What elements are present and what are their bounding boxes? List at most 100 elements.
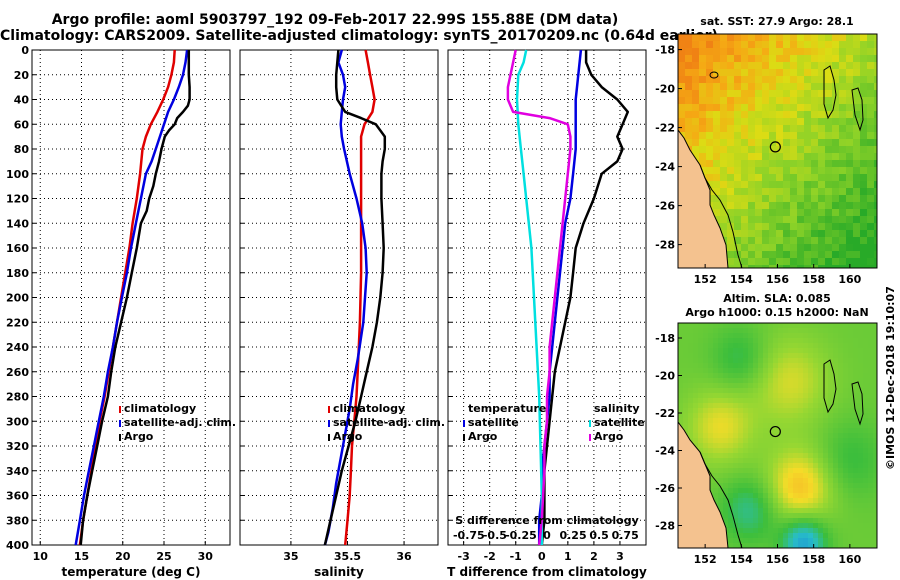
salinity-panel: 35 35.5 36 [239,49,439,563]
sla-cell [813,383,818,388]
sst-cell [797,153,804,160]
sla-cell [863,513,868,518]
sla-cell [698,328,703,333]
sst-cell [734,195,741,202]
sla-cell [728,403,733,408]
sst-cell [783,181,790,188]
sla-cell [698,383,703,388]
map-x-tick-label: 154 [730,553,753,566]
sla-cell [798,538,803,543]
sst-cell [818,188,825,195]
sst-cell [811,209,818,216]
sla-cell [678,418,683,423]
sla-cell [748,513,753,518]
sla-cell [868,408,873,413]
sla-cell [738,513,743,518]
sla-cell [823,348,828,353]
sst-cell [804,125,811,132]
sla-cell [693,373,698,378]
sst-cell [762,118,769,125]
sla-cell [788,438,793,443]
sla-cell [718,488,723,493]
sla-cell [753,378,758,383]
sla-cell [808,543,813,548]
sst-cell [825,167,832,174]
sla-cell [803,398,808,403]
sla-cell [808,398,813,403]
sla-cell [843,538,848,543]
sla-cell [853,448,858,453]
sla-cell [823,353,828,358]
sst-cell [804,90,811,97]
sst-cell [790,83,797,90]
sla-cell [873,443,877,448]
sst-cell [825,202,832,209]
sla-cell [868,438,873,443]
salinity-x-label: salinity [314,565,364,579]
sla-cell [838,418,843,423]
sla-cell [793,418,798,423]
sst-cell [720,153,727,160]
sla-cell [803,343,808,348]
sst-cell [832,195,839,202]
sla-cell [808,373,813,378]
sla-cell [688,393,693,398]
sla-cell [738,378,743,383]
sla-cell [768,413,773,418]
sla-cell [808,358,813,363]
sst-cell [783,153,790,160]
sla-cell [728,363,733,368]
sla-cell [768,498,773,503]
sla-cell [863,503,868,508]
sla-cell [808,483,813,488]
sla-cell [753,408,758,413]
sst-cell [846,118,853,125]
sla-cell [838,463,843,468]
sla-cell [698,438,703,443]
sst-cell [839,188,846,195]
sst-cell [804,83,811,90]
sla-cell [693,383,698,388]
sla-cell [863,433,868,438]
sst-cell [776,251,783,258]
sla-cell [728,428,733,433]
sla-cell [808,348,813,353]
sla-cell [798,513,803,518]
sla-cell [828,348,833,353]
sla-cell [818,348,823,353]
sla-cell [683,353,688,358]
sla-cell [868,378,873,383]
sst-cell [874,223,877,230]
sla-cell [698,413,703,418]
sst-cell [741,48,748,55]
sla-cell [753,528,758,533]
sla-cell [818,378,823,383]
sla-cell [798,408,803,413]
sla-cell [853,453,858,458]
sst-cell [825,76,832,83]
sla-cell [853,358,858,363]
sla-cell [858,323,863,328]
sst-cell [853,202,860,209]
sst-cell [797,48,804,55]
sla-cell [718,503,723,508]
sst-cell [748,237,755,244]
sst-cell [748,258,755,265]
sla-cell [798,498,803,503]
sla-cell [833,528,838,533]
sla-cell [838,403,843,408]
sst-cell [692,90,699,97]
sla-cell [768,448,773,453]
sst-cell [720,83,727,90]
sla-cell [793,328,798,333]
sla-cell [823,473,828,478]
y-tick-label: 400 [6,539,29,552]
sst-cell [776,139,783,146]
sst-cell [797,195,804,202]
sla-cell [793,398,798,403]
sla-cell [768,523,773,528]
sla-cell [753,443,758,448]
sla-cell [843,463,848,468]
sla-cell [768,358,773,363]
sla-cell [868,498,873,503]
